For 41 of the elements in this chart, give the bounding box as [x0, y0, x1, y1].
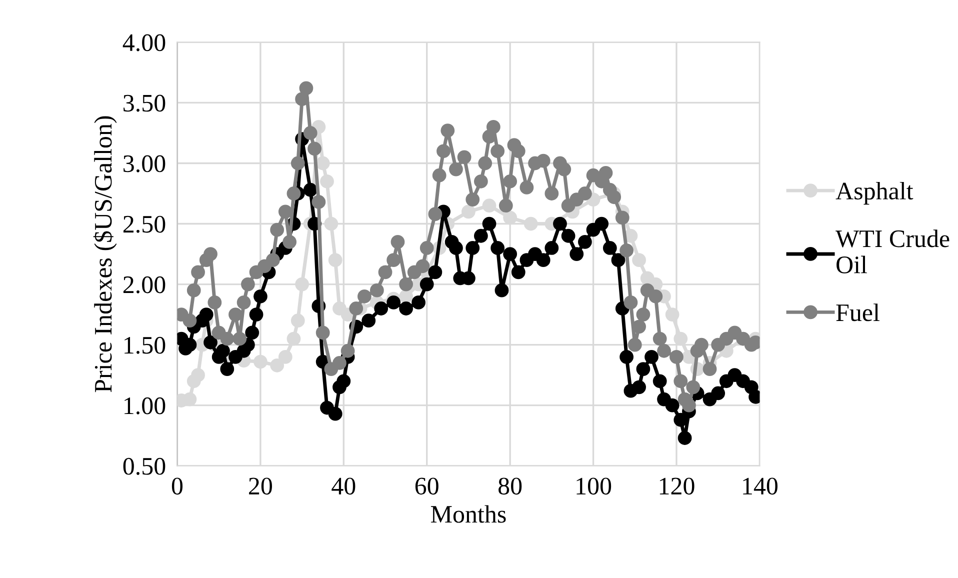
point	[482, 198, 496, 213]
point	[286, 332, 301, 346]
x-tick-label: 120	[660, 478, 694, 495]
y-tick-label: 2.50	[123, 216, 166, 233]
y-tick-label: 3.50	[124, 94, 166, 112]
x-tick-label: 60	[415, 478, 438, 495]
point	[524, 216, 538, 231]
point	[503, 210, 518, 225]
point	[290, 314, 305, 328]
point	[324, 216, 338, 231]
y-tick-label: 3.00	[124, 155, 166, 172]
y-axis-title: Price Indexes ($US/Gallon)	[93, 116, 117, 392]
point	[328, 253, 342, 268]
point	[316, 156, 330, 170]
point	[253, 354, 268, 369]
point	[462, 204, 476, 219]
point	[182, 392, 197, 406]
point	[278, 350, 292, 364]
point	[295, 277, 309, 292]
legend-label: WTI Crude Oil	[836, 230, 950, 274]
x-axis-title: Months	[430, 505, 506, 523]
point	[632, 253, 646, 268]
point	[191, 368, 205, 382]
point	[399, 289, 413, 304]
point	[665, 308, 680, 322]
y-tick-label: 0.50	[123, 458, 166, 475]
y-tick-label: 1.00	[124, 397, 166, 414]
point	[674, 332, 688, 346]
x-tick-label: 40	[332, 478, 356, 495]
y-tick-label: 2.00	[123, 276, 166, 294]
legend-label: Fuel	[836, 304, 880, 322]
legend-label: Asphalt	[836, 182, 914, 205]
x-tick-label: 0	[172, 478, 183, 495]
x-tick-label: 80	[498, 478, 522, 495]
x-tick-label: 140	[743, 478, 778, 495]
x-tick-label: 20	[249, 478, 272, 495]
y-tick-label: 4.00	[122, 34, 166, 52]
y-tick-label: 1.50	[124, 336, 166, 354]
x-tick-label: 100	[576, 478, 612, 495]
point	[270, 358, 284, 372]
point	[320, 174, 334, 188]
